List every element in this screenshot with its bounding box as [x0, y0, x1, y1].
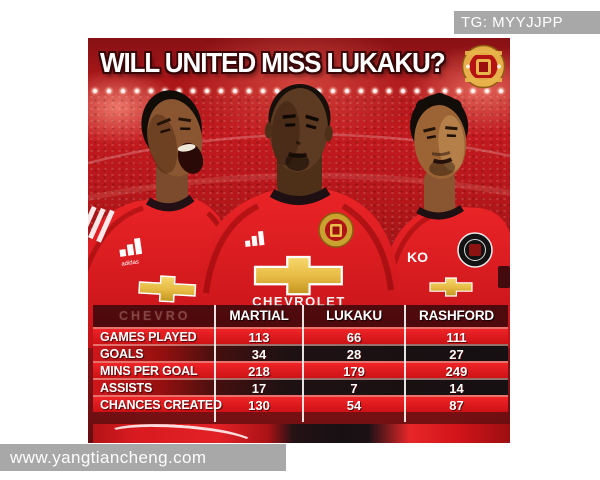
header-ghost-shirt-text: CHEVRO — [119, 309, 191, 323]
stats-table: CHEVRO MARTIAL LUKAKU RASHFORD GAMES PLA… — [93, 305, 508, 422]
row-label: CHANCES CREATED — [100, 398, 222, 412]
column-divider — [302, 305, 304, 422]
row-label: MINS PER GOAL — [100, 364, 198, 378]
cell-value: 218 — [248, 364, 270, 379]
man-united-crest-icon — [461, 44, 506, 89]
column-divider — [404, 305, 406, 422]
rashford-head — [410, 92, 469, 179]
cell-value: 7 — [350, 381, 358, 396]
united-crest-dark — [457, 232, 493, 268]
sleeve-sponsor-text: KO — [407, 249, 428, 265]
united-crest-gold — [318, 212, 354, 248]
adidas-logo-lukaku — [244, 231, 265, 247]
svg-text:adidas: adidas — [121, 259, 139, 267]
lukaku-comparison-poster: adidas — [88, 38, 510, 443]
cell-value: 28 — [346, 347, 362, 362]
column-header-martial: MARTIAL — [229, 308, 289, 323]
website-watermark-text: www.yangtiancheng.com — [10, 448, 207, 467]
table-row-mins-per-goal: MINS PER GOAL 218 179 249 — [93, 361, 508, 379]
cell-value: 87 — [449, 398, 464, 413]
telegram-watermark: TG: MYYJJPP — [454, 11, 600, 34]
column-header-rashford: RASHFORD — [419, 308, 494, 323]
adidas-logo-martial: adidas — [119, 237, 143, 268]
lukaku-collar — [269, 187, 331, 205]
shirt-hem-band — [93, 424, 510, 443]
column-header-lukaku: LUKAKU — [326, 308, 382, 323]
martial-head — [141, 90, 204, 177]
table-row-goals: GOALS 34 28 27 — [93, 344, 508, 362]
cell-value: 17 — [251, 381, 267, 396]
rashford-collar — [416, 205, 464, 220]
adidas-shoulder-stripes — [88, 206, 115, 243]
cell-value: 66 — [346, 330, 362, 345]
row-label: ASSISTS — [100, 381, 153, 395]
table-row-assists: ASSISTS 17 7 14 — [93, 378, 508, 396]
lukaku-head — [264, 84, 333, 172]
website-watermark: www.yangtiancheng.com — [0, 444, 286, 471]
cell-value: 111 — [446, 330, 467, 345]
cell-value: 249 — [445, 364, 468, 379]
telegram-watermark-text: TG: MYYJJPP — [461, 14, 564, 31]
cell-value: 27 — [449, 347, 464, 362]
column-divider — [214, 305, 216, 422]
chevrolet-logo-rashford — [429, 277, 473, 297]
cell-value: 34 — [251, 347, 267, 362]
poster-title: WILL UNITED MISS LUKAKU? — [100, 47, 446, 78]
chevrolet-logo-lukaku — [253, 255, 343, 296]
cell-value: 54 — [346, 398, 362, 413]
cell-value: 130 — [248, 398, 270, 413]
table-row-chances-created: CHANCES CREATED 130 54 87 — [93, 395, 508, 413]
martial-collar — [145, 194, 195, 212]
cell-value: 179 — [343, 364, 365, 379]
row-label: GOALS — [100, 347, 144, 361]
chevrolet-logo-martial — [138, 275, 197, 303]
cell-value: 14 — [449, 381, 464, 396]
table-header-row: CHEVRO MARTIAL LUKAKU RASHFORD — [93, 305, 508, 327]
cell-value: 113 — [248, 330, 270, 345]
row-label: GAMES PLAYED — [100, 330, 197, 344]
table-row-games-played: GAMES PLAYED 113 66 111 — [93, 327, 508, 345]
